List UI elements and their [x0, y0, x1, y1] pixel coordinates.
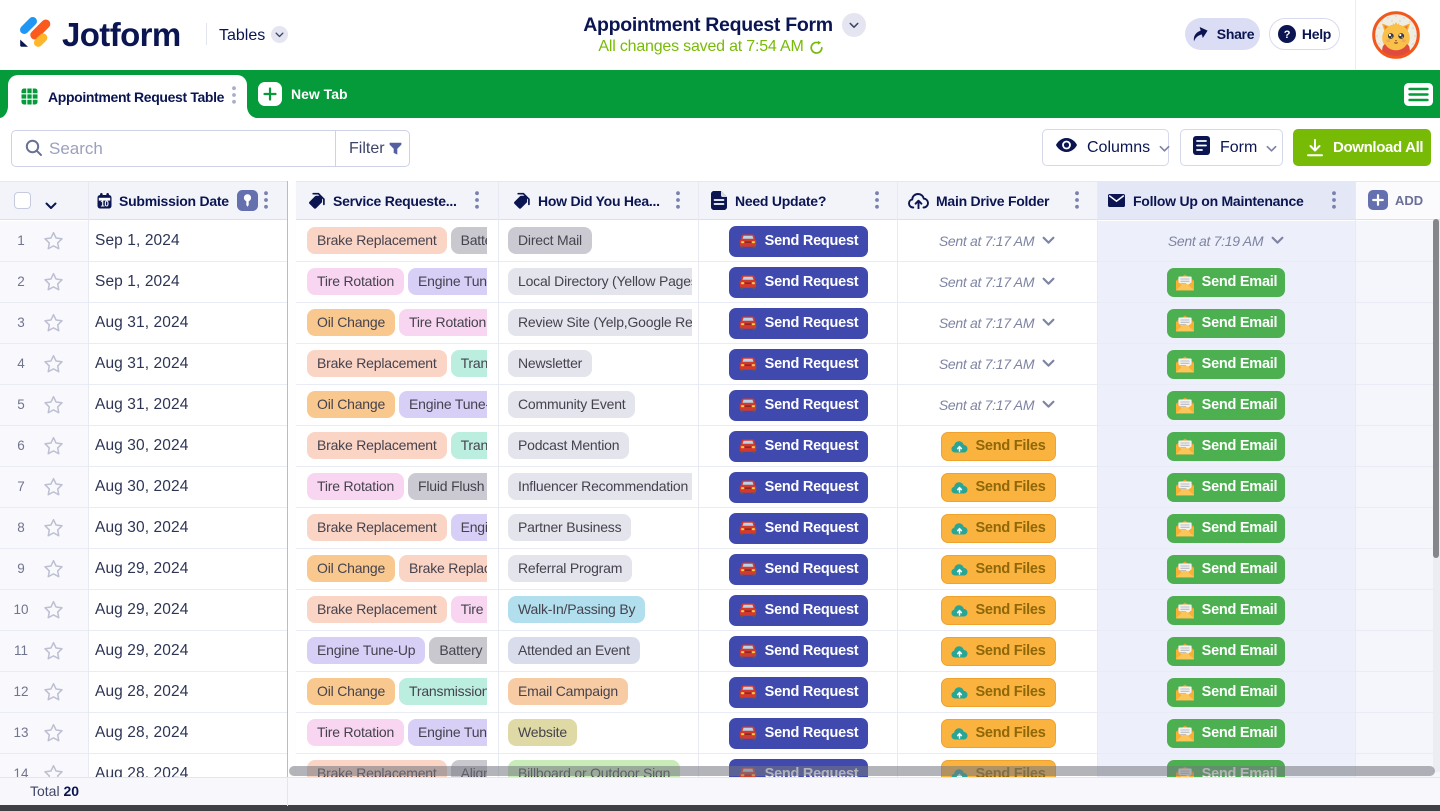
svg-text:?: ?	[1284, 29, 1291, 41]
svg-text:10: 10	[100, 199, 109, 208]
